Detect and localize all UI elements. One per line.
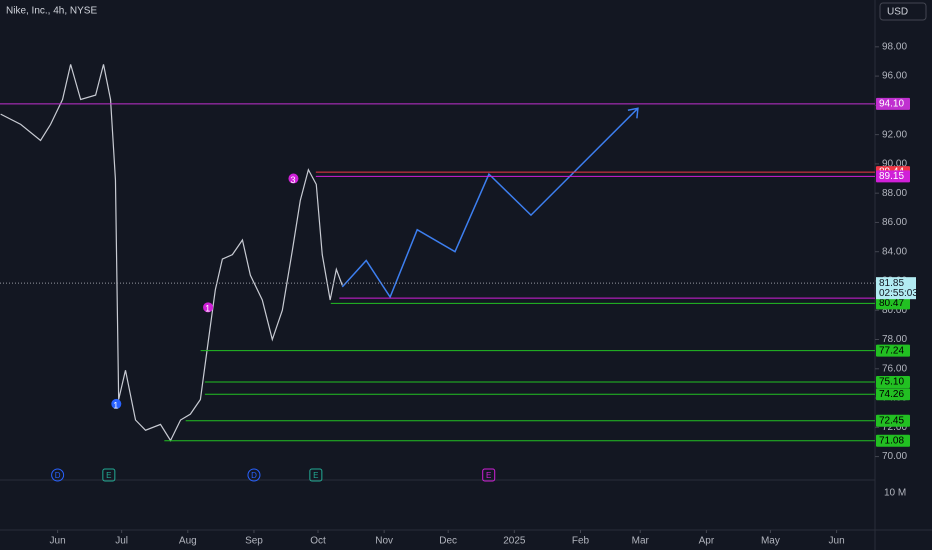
currency[interactable]: USD xyxy=(887,7,908,18)
level-label: 77.24 xyxy=(879,345,904,356)
x-tick-label: Mar xyxy=(632,536,650,547)
signal-marker xyxy=(111,398,122,409)
x-tick-label: Dec xyxy=(439,536,457,547)
level-label: 74.26 xyxy=(879,389,904,400)
y-tick-label: 70.00 xyxy=(882,451,907,462)
volume-label: 10 M xyxy=(884,488,906,499)
x-tick-label: Feb xyxy=(572,536,590,547)
y-tick-label: 92.00 xyxy=(882,129,907,140)
event-badge xyxy=(51,468,65,482)
y-tick-label: 72.00 xyxy=(882,422,907,433)
current-price-tag xyxy=(876,277,916,300)
x-tick-label: Jun xyxy=(829,536,845,547)
signal-marker xyxy=(203,302,214,313)
chart-title: Nike, Inc., 4h, NYSE xyxy=(6,6,97,17)
level-label: 89.15 xyxy=(879,171,904,182)
level-label: 80.47 xyxy=(879,298,904,309)
signal-label: 3 xyxy=(290,175,295,185)
event-label: E xyxy=(486,471,491,480)
level-tag xyxy=(876,344,910,357)
y-tick-label: 90.00 xyxy=(882,159,907,170)
event-badge xyxy=(247,468,261,482)
x-tick-label: Apr xyxy=(699,536,715,547)
x-tick-label: Sep xyxy=(245,536,263,547)
level-tag xyxy=(876,375,910,388)
event-badge xyxy=(482,468,496,482)
level-tag xyxy=(876,414,910,427)
level-tag xyxy=(876,170,910,183)
level-label: 71.08 xyxy=(879,435,904,446)
current-price: 81.85 xyxy=(879,278,904,289)
x-tick-label: Nov xyxy=(375,536,393,547)
countdown: 02:55:03 xyxy=(879,288,918,299)
event-label: E xyxy=(106,471,111,480)
x-tick-label: Jun xyxy=(50,536,66,547)
level-tag xyxy=(876,434,910,447)
event-label: D xyxy=(251,471,257,480)
series-line xyxy=(341,107,639,299)
signal-marker xyxy=(288,173,299,184)
y-tick-label: 76.00 xyxy=(882,363,907,374)
signal-label: 1 xyxy=(113,400,118,410)
y-tick-label: 88.00 xyxy=(882,188,907,199)
y-tick-label: 96.00 xyxy=(882,71,907,82)
event-label: E xyxy=(313,471,318,480)
y-tick-label: 78.00 xyxy=(882,334,907,345)
y-tick-label: 84.00 xyxy=(882,246,907,257)
signal-label: 1 xyxy=(205,304,210,314)
x-tick-label: Aug xyxy=(179,536,197,547)
level-label: 72.45 xyxy=(879,415,904,426)
event-badge xyxy=(102,468,116,482)
arrow-head xyxy=(627,107,639,119)
y-tick-label: 80.00 xyxy=(882,305,907,316)
event-label: D xyxy=(55,471,61,480)
event-badge xyxy=(309,468,323,482)
level-tag xyxy=(876,388,910,401)
series-line xyxy=(0,64,343,442)
x-tick-label: 2025 xyxy=(503,536,526,547)
x-tick-label: May xyxy=(761,536,780,547)
level-tag xyxy=(876,97,910,110)
y-tick-label: 98.00 xyxy=(882,41,907,52)
level-label: 75.10 xyxy=(879,377,904,388)
currency-button[interactable] xyxy=(879,2,927,21)
x-tick-label: Jul xyxy=(115,536,128,547)
level-tag xyxy=(876,297,910,310)
x-tick-label: Oct xyxy=(310,536,326,547)
level-label: 94.10 xyxy=(879,99,904,110)
y-tick-label: 86.00 xyxy=(882,217,907,228)
